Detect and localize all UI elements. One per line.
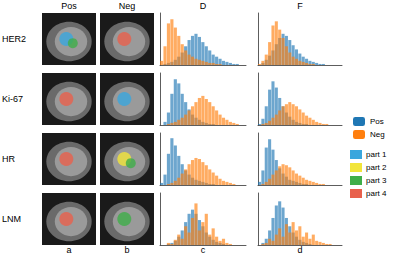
svg-text:part 3: part 3 bbox=[366, 176, 387, 185]
svg-text:D: D bbox=[200, 1, 207, 11]
svg-text:part 2: part 2 bbox=[366, 163, 387, 172]
svg-text:c: c bbox=[201, 245, 206, 255]
svg-text:Ki-67: Ki-67 bbox=[2, 94, 23, 104]
svg-text:Pos: Pos bbox=[370, 117, 384, 126]
svg-text:F: F bbox=[297, 1, 303, 11]
svg-text:b: b bbox=[124, 245, 129, 255]
svg-text:HR: HR bbox=[2, 154, 15, 164]
svg-text:Neg: Neg bbox=[370, 130, 385, 139]
svg-text:a: a bbox=[66, 245, 71, 255]
svg-text:Neg: Neg bbox=[119, 1, 136, 11]
svg-text:HER2: HER2 bbox=[2, 34, 26, 44]
svg-text:part 4: part 4 bbox=[366, 189, 387, 198]
svg-text:part 1: part 1 bbox=[366, 150, 387, 159]
svg-text:Pos: Pos bbox=[61, 1, 77, 11]
svg-text:LNM: LNM bbox=[2, 214, 21, 224]
svg-text:d: d bbox=[297, 245, 302, 255]
